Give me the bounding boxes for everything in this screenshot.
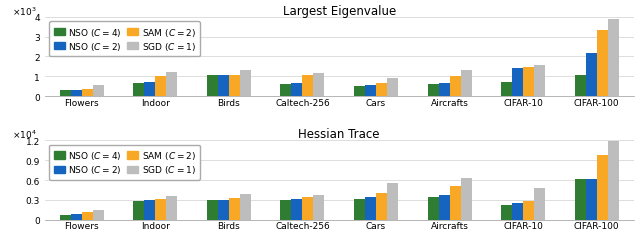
Bar <box>524 68 534 97</box>
Bar <box>70 214 82 220</box>
Bar <box>133 84 144 97</box>
Bar <box>450 186 461 220</box>
Legend: NSO ($C = 4$), NSO ($C = 2$), SAM ($C = 2$), SGD ($C = 1$): NSO ($C = 4$), NSO ($C = 2$), SAM ($C = … <box>49 22 200 57</box>
Bar <box>512 69 524 97</box>
Bar <box>144 200 156 220</box>
Bar <box>428 198 438 220</box>
Bar <box>376 194 387 220</box>
Bar <box>575 180 586 220</box>
Bar <box>240 71 251 97</box>
Bar <box>303 197 314 220</box>
Text: $\times 10^4$: $\times 10^4$ <box>12 128 37 140</box>
Bar <box>166 73 177 97</box>
Bar <box>291 199 303 220</box>
Bar <box>608 141 619 220</box>
Bar <box>387 79 398 97</box>
Bar <box>207 200 218 220</box>
Bar <box>133 201 144 220</box>
Bar <box>166 196 177 220</box>
Bar <box>82 212 93 220</box>
Bar <box>428 85 438 97</box>
Bar <box>461 178 472 220</box>
Bar <box>70 91 82 97</box>
Bar <box>376 84 387 97</box>
Bar <box>354 199 365 220</box>
Title: Largest Eigenvalue: Largest Eigenvalue <box>283 4 396 18</box>
Bar <box>240 194 251 220</box>
Bar <box>291 84 303 97</box>
Bar <box>156 199 166 220</box>
Bar <box>60 215 70 220</box>
Text: $\times 10^3$: $\times 10^3$ <box>12 5 37 18</box>
Bar <box>207 76 218 97</box>
Bar <box>218 200 229 220</box>
Bar <box>387 183 398 220</box>
Bar <box>303 76 314 97</box>
Bar <box>144 83 156 97</box>
Bar <box>365 86 376 97</box>
Bar <box>534 188 545 220</box>
Title: Hessian Trace: Hessian Trace <box>298 128 380 140</box>
Bar <box>608 20 619 97</box>
Bar <box>597 30 608 97</box>
Bar <box>512 203 524 220</box>
Bar <box>229 76 240 97</box>
Bar <box>60 91 70 97</box>
Bar <box>229 198 240 220</box>
Bar <box>354 87 365 97</box>
Bar <box>450 77 461 97</box>
Bar <box>438 196 450 220</box>
Bar <box>82 90 93 97</box>
Bar <box>156 77 166 97</box>
Bar <box>218 76 229 97</box>
Bar <box>597 155 608 220</box>
Bar <box>93 210 104 220</box>
Bar <box>314 74 324 97</box>
Bar <box>586 179 597 220</box>
Legend: NSO ($C = 4$), NSO ($C = 2$), SAM ($C = 2$), SGD ($C = 1$): NSO ($C = 4$), NSO ($C = 2$), SAM ($C = … <box>49 145 200 180</box>
Bar <box>280 85 291 97</box>
Bar <box>461 71 472 97</box>
Bar <box>280 200 291 220</box>
Bar <box>534 66 545 97</box>
Bar <box>524 201 534 220</box>
Bar <box>501 206 512 220</box>
Bar <box>93 86 104 97</box>
Bar <box>314 196 324 220</box>
Bar <box>365 198 376 220</box>
Bar <box>586 54 597 97</box>
Bar <box>438 84 450 97</box>
Bar <box>575 76 586 97</box>
Bar <box>501 83 512 97</box>
